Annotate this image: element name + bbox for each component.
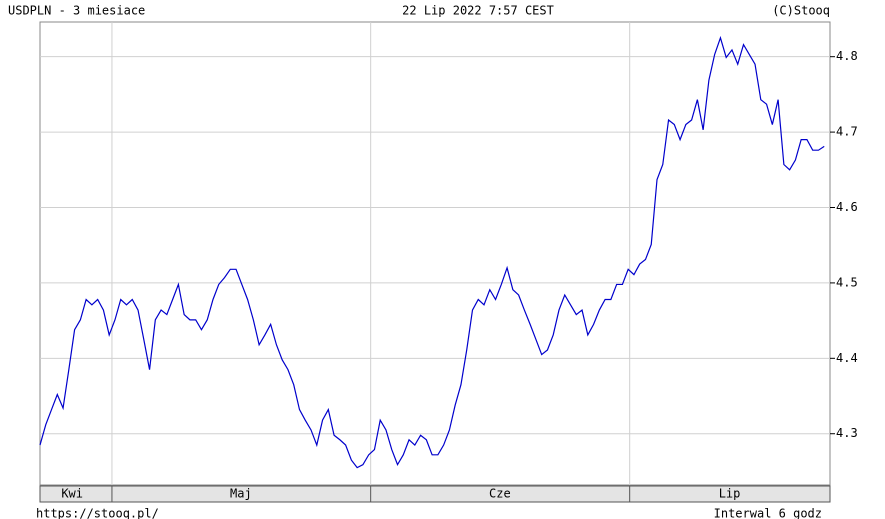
x-tick-label: Lip — [719, 487, 741, 501]
y-tick-label: 4.4 — [836, 351, 858, 365]
x-tick-label: Kwi — [61, 487, 83, 501]
y-tick-label: 4.6 — [836, 200, 858, 214]
chart-date: 22 Lip 2022 7:57 CEST — [402, 4, 554, 18]
chart-source: (C)Stooq — [772, 4, 830, 18]
plot-area — [39, 21, 831, 486]
price-line — [39, 35, 825, 469]
month-strip — [39, 485, 831, 503]
x-tick-label: Maj — [230, 487, 252, 501]
y-tick-label: 4.5 — [836, 275, 858, 289]
y-tick-label: 4.7 — [836, 125, 858, 139]
footer-left: https://stooq.pl/ — [36, 507, 159, 519]
y-tick-label: 4.3 — [836, 426, 858, 440]
footer-right: Interwal 6 godz — [714, 507, 822, 519]
x-tick-label: Cze — [489, 487, 511, 501]
chart-title: USDPLN - 3 miesiace — [8, 4, 145, 18]
y-tick-label: 4.8 — [836, 49, 858, 63]
